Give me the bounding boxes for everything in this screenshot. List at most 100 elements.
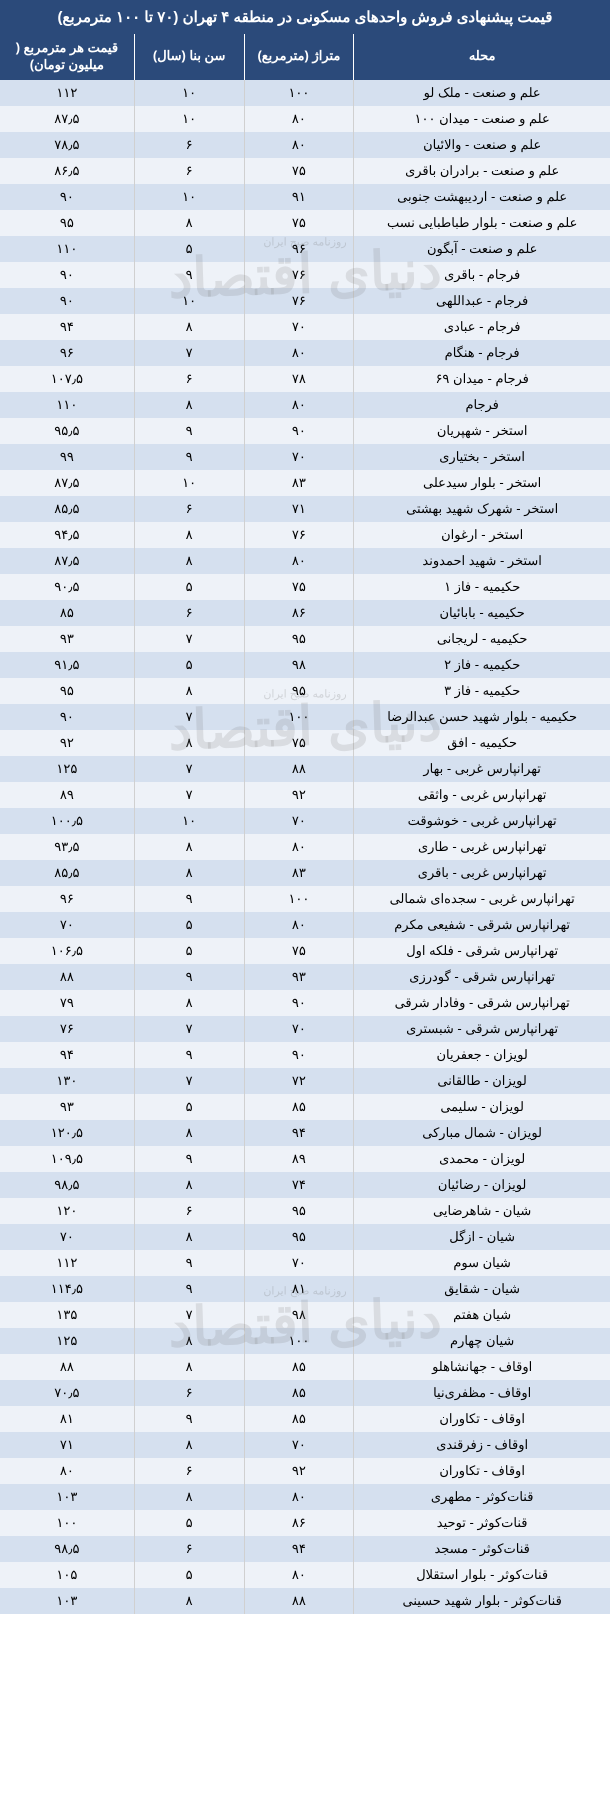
cell-area: ۹۲ [244, 1458, 354, 1484]
cell-area: ۷۶ [244, 288, 354, 314]
cell-price: ۹۵ [0, 678, 134, 704]
cell-area: ۱۰۰ [244, 886, 354, 912]
cell-price: ۱۰۹٫۵ [0, 1146, 134, 1172]
cell-age: ۹ [134, 1146, 244, 1172]
cell-price: ۱۱۰ [0, 392, 134, 418]
table-row: لویزان - شمال مبارکی۹۴۸۱۲۰٫۵ [0, 1120, 610, 1146]
cell-price: ۹۸٫۵ [0, 1172, 134, 1198]
cell-price: ۹۰ [0, 184, 134, 210]
cell-price: ۱۰۶٫۵ [0, 938, 134, 964]
table-row: استخر - شهپریان۹۰۹۹۵٫۵ [0, 418, 610, 444]
cell-neighborhood: اوقاف - تکاوران [354, 1406, 610, 1432]
cell-neighborhood: علم و صنعت - برادران باقری [354, 158, 610, 184]
table-row: استخر - بختیاری۷۰۹۹۹ [0, 444, 610, 470]
cell-age: ۶ [134, 1536, 244, 1562]
cell-area: ۹۵ [244, 1224, 354, 1250]
cell-area: ۸۸ [244, 1588, 354, 1614]
cell-neighborhood: فرجام [354, 392, 610, 418]
cell-area: ۸۸ [244, 756, 354, 782]
cell-price: ۱۳۵ [0, 1302, 134, 1328]
cell-neighborhood: تهرانپارس شرقی - وفادار شرقی [354, 990, 610, 1016]
cell-neighborhood: حکیمیه - فاز ۳ [354, 678, 610, 704]
table-row: شیان هفتم۹۸۷۱۳۵ [0, 1302, 610, 1328]
table-row: استخر - شهید احمدوند۸۰۸۸۷٫۵ [0, 548, 610, 574]
table-row: تهرانپارس غربی - طاری۸۰۸۹۳٫۵ [0, 834, 610, 860]
cell-area: ۹۴ [244, 1536, 354, 1562]
cell-price: ۷۶ [0, 1016, 134, 1042]
cell-area: ۹۸ [244, 652, 354, 678]
cell-area: ۹۵ [244, 626, 354, 652]
table-row: تهرانپارس غربی - سجده‌ای شمالی۱۰۰۹۹۶ [0, 886, 610, 912]
table-row: شیان - شقایق۸۱۹۱۱۴٫۵ [0, 1276, 610, 1302]
table-row: اوقاف - مظفری‌نیا۸۵۶۷۰٫۵ [0, 1380, 610, 1406]
table-row: شیان سوم۷۰۹۱۱۲ [0, 1250, 610, 1276]
cell-price: ۷۰ [0, 1224, 134, 1250]
cell-age: ۹ [134, 964, 244, 990]
cell-area: ۹۵ [244, 678, 354, 704]
cell-price: ۹۰٫۵ [0, 574, 134, 600]
cell-neighborhood: اوقاف - جهانشاهلو [354, 1354, 610, 1380]
cell-price: ۹۰ [0, 262, 134, 288]
table-row: فرجام - میدان ۶۹۷۸۶۱۰۷٫۵ [0, 366, 610, 392]
cell-area: ۷۵ [244, 210, 354, 236]
cell-neighborhood: حکیمیه - فاز ۱ [354, 574, 610, 600]
cell-area: ۹۰ [244, 990, 354, 1016]
cell-age: ۱۰ [134, 808, 244, 834]
cell-area: ۷۰ [244, 808, 354, 834]
cell-neighborhood: اوقاف - زفرقندی [354, 1432, 610, 1458]
cell-area: ۷۵ [244, 730, 354, 756]
table-row: شیان - ازگل۹۵۸۷۰ [0, 1224, 610, 1250]
cell-neighborhood: فرجام - میدان ۶۹ [354, 366, 610, 392]
cell-neighborhood: فرجام - هنگام [354, 340, 610, 366]
cell-area: ۷۵ [244, 574, 354, 600]
cell-area: ۹۱ [244, 184, 354, 210]
cell-price: ۹۳ [0, 626, 134, 652]
cell-area: ۸۶ [244, 1510, 354, 1536]
cell-neighborhood: قنات‌کوثر - بلوار شهید حسینی [354, 1588, 610, 1614]
cell-neighborhood: فرجام - باقری [354, 262, 610, 288]
cell-age: ۷ [134, 1068, 244, 1094]
cell-price: ۱۰۵ [0, 1562, 134, 1588]
cell-neighborhood: تهرانپارس شرقی - فلکه اول [354, 938, 610, 964]
cell-price: ۹۴ [0, 314, 134, 340]
cell-age: ۵ [134, 236, 244, 262]
table-row: حکیمیه - فاز ۲۹۸۵۹۱٫۵ [0, 652, 610, 678]
cell-price: ۹۶ [0, 340, 134, 366]
cell-area: ۸۵ [244, 1354, 354, 1380]
cell-area: ۷۸ [244, 366, 354, 392]
cell-age: ۸ [134, 834, 244, 860]
cell-neighborhood: علم و صنعت - آبگون [354, 236, 610, 262]
cell-neighborhood: علم و صنعت - ملک لو [354, 80, 610, 106]
cell-price: ۹۹ [0, 444, 134, 470]
cell-age: ۹ [134, 1406, 244, 1432]
cell-age: ۸ [134, 990, 244, 1016]
cell-price: ۸۰ [0, 1458, 134, 1484]
cell-area: ۷۱ [244, 496, 354, 522]
cell-neighborhood: استخر - شهید احمدوند [354, 548, 610, 574]
cell-neighborhood: تهرانپارس شرقی - شفیعی مکرم [354, 912, 610, 938]
cell-age: ۹ [134, 1250, 244, 1276]
cell-area: ۸۵ [244, 1380, 354, 1406]
cell-neighborhood: حکیمیه - بلوار شهید حسن عبدالرضا [354, 704, 610, 730]
cell-age: ۷ [134, 1302, 244, 1328]
cell-area: ۸۰ [244, 132, 354, 158]
cell-neighborhood: قنات‌کوثر - مسجد [354, 1536, 610, 1562]
cell-price: ۹۸٫۵ [0, 1536, 134, 1562]
cell-neighborhood: علم و صنعت - والائیان [354, 132, 610, 158]
cell-age: ۹ [134, 262, 244, 288]
cell-neighborhood: تهرانپارس غربی - طاری [354, 834, 610, 860]
cell-area: ۷۵ [244, 158, 354, 184]
cell-price: ۱۱۲ [0, 80, 134, 106]
table-row: فرجام۸۰۸۱۱۰ [0, 392, 610, 418]
col-header-neighborhood: محله [354, 34, 610, 80]
cell-neighborhood: لویزان - طالقانی [354, 1068, 610, 1094]
cell-age: ۸ [134, 522, 244, 548]
cell-price: ۷۰ [0, 912, 134, 938]
cell-neighborhood: شیان سوم [354, 1250, 610, 1276]
cell-area: ۷۵ [244, 938, 354, 964]
cell-area: ۷۰ [244, 1016, 354, 1042]
cell-age: ۸ [134, 1172, 244, 1198]
cell-age: ۷ [134, 626, 244, 652]
cell-area: ۹۶ [244, 236, 354, 262]
cell-price: ۹۴ [0, 1042, 134, 1068]
